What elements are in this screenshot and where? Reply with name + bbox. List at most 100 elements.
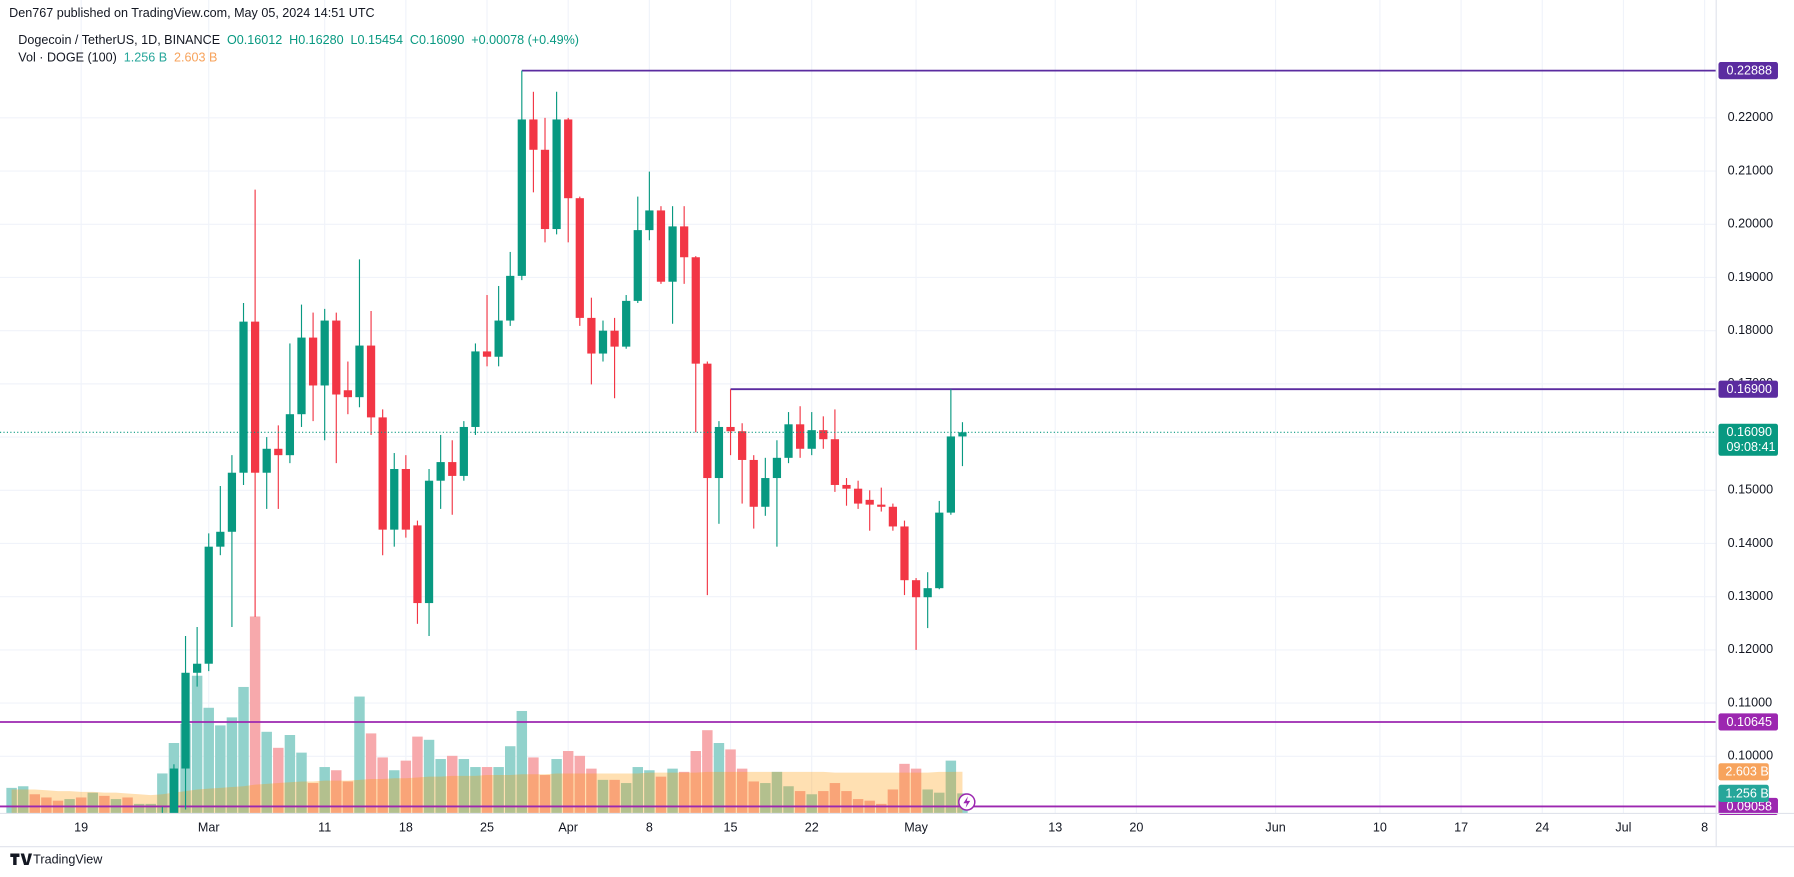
price-tag xyxy=(1718,62,1778,80)
volume-bar xyxy=(273,747,284,814)
y-tick-label: 0.18000 xyxy=(1728,323,1773,337)
volume-bar xyxy=(760,783,771,814)
candle-body xyxy=(181,672,190,769)
candle-body xyxy=(401,468,410,530)
volume-bar xyxy=(238,686,249,814)
volume-bar xyxy=(284,735,296,814)
candle-body xyxy=(587,317,596,354)
brand-name: TradingView xyxy=(33,853,103,867)
candle-body xyxy=(923,588,932,598)
volume-bar xyxy=(632,767,644,814)
x-tick-label: Apr xyxy=(558,821,578,835)
candle-body xyxy=(262,448,271,473)
price-tag-label: 0.16900 xyxy=(1726,382,1771,396)
candle-body xyxy=(506,275,515,321)
candle-body xyxy=(135,835,143,841)
candle-body xyxy=(610,330,619,347)
volume-bar xyxy=(249,616,261,814)
volume-bar xyxy=(412,736,423,814)
volume-bar xyxy=(609,779,620,814)
candle-body xyxy=(842,484,851,489)
y-tick-label: 0.10000 xyxy=(1728,749,1773,763)
volume-bar xyxy=(910,768,922,814)
volume-bar xyxy=(516,710,528,814)
price-tag xyxy=(1718,797,1778,815)
x-tick-label: 11 xyxy=(318,821,331,835)
publisher-note: Den767 published on TradingView.com, May… xyxy=(9,6,374,20)
y-tick-label: 0.22000 xyxy=(1728,110,1773,124)
candle-body xyxy=(598,330,608,354)
candle-body xyxy=(726,426,735,432)
volume-bar xyxy=(481,767,493,814)
volume-bar xyxy=(899,763,910,814)
candle-body xyxy=(459,426,468,476)
y-tick-label: 0.14000 xyxy=(1728,536,1773,550)
volume-bar xyxy=(574,755,586,814)
candle-body xyxy=(749,459,758,507)
candle-body xyxy=(31,825,39,829)
volume-bar xyxy=(6,787,17,814)
volume-bar xyxy=(945,760,957,814)
x-tick-label: 10 xyxy=(1373,821,1387,835)
volume-bar xyxy=(203,707,214,814)
volume-bar xyxy=(818,791,829,814)
volume-bar xyxy=(423,739,435,814)
candle-body xyxy=(714,426,724,479)
candle-body xyxy=(946,436,955,513)
volume-bar xyxy=(736,768,748,814)
candle-body xyxy=(54,832,62,836)
candle-body xyxy=(575,198,584,318)
candle-body xyxy=(691,257,700,364)
y-tick-label: 0.19000 xyxy=(1728,270,1773,284)
candle-body xyxy=(274,448,283,456)
candle-body xyxy=(65,830,73,836)
brand-logo xyxy=(10,853,33,865)
candle-body xyxy=(100,831,108,841)
candle-body xyxy=(123,833,131,841)
ohlc-value: H0.16280 xyxy=(289,34,344,48)
candle-body xyxy=(482,351,492,357)
volume-bar xyxy=(435,759,446,814)
volume-value: 1.256 B xyxy=(124,51,167,65)
candle-body xyxy=(332,320,341,395)
candle-body xyxy=(239,321,248,473)
volume-bar xyxy=(597,779,609,814)
x-tick-label: 20 xyxy=(1129,821,1143,835)
price-tag xyxy=(1718,713,1778,731)
volume-bar xyxy=(539,775,551,814)
plot-area xyxy=(0,69,1717,841)
candle-body xyxy=(158,815,166,832)
volume-bar xyxy=(261,731,272,814)
x-tick-label: Jun xyxy=(1265,821,1285,835)
x-tick-label: 8 xyxy=(1701,821,1708,835)
x-tick-label: 8 xyxy=(646,821,653,835)
volume-bar xyxy=(620,783,632,814)
volume-bar xyxy=(215,725,226,814)
candle-body xyxy=(900,526,909,581)
y-tick-label: 0.21000 xyxy=(1728,163,1773,177)
volume-bar xyxy=(678,771,690,814)
x-tick-label: 15 xyxy=(724,821,738,835)
candle-body xyxy=(517,119,526,276)
volume-bar xyxy=(783,786,794,814)
candle-body xyxy=(761,478,770,507)
volume-bar xyxy=(296,752,307,814)
candle-body xyxy=(42,830,50,832)
candle-body xyxy=(911,580,921,598)
candle-body xyxy=(633,230,642,301)
volume-bar xyxy=(458,759,470,814)
volume-ma-value: 2.603 B xyxy=(174,51,217,65)
volume-bar xyxy=(389,770,400,814)
volume-bar xyxy=(876,803,887,814)
volume-bar xyxy=(99,795,110,814)
volume-bar xyxy=(934,792,945,814)
volume-bar xyxy=(713,743,725,814)
candle-body xyxy=(680,226,689,258)
volume-bar xyxy=(922,789,933,814)
volume-bar xyxy=(331,770,342,814)
volume-bar xyxy=(29,794,41,814)
volume-tag-label: 1.256 B xyxy=(1725,786,1768,800)
y-tick-label: 0.13000 xyxy=(1728,589,1773,603)
price-tag-label: 0.10645 xyxy=(1726,715,1771,729)
candle-body xyxy=(343,390,352,398)
